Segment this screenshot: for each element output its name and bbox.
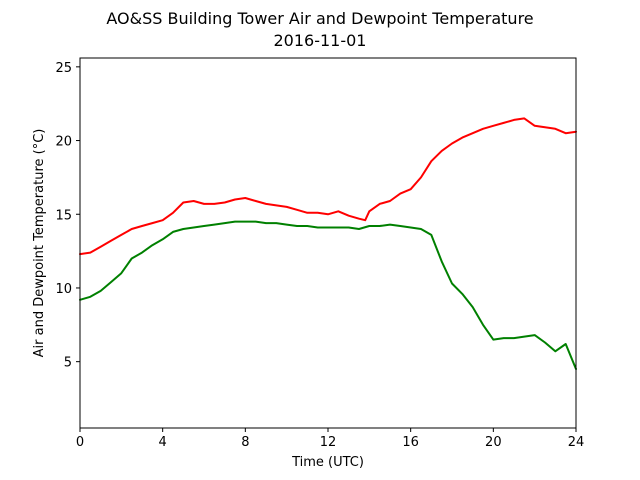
y-axis-label: Air and Dewpoint Temperature (°C) [32, 129, 47, 358]
air-temperature-line [79, 117, 577, 256]
x-tick-label: 12 [320, 435, 337, 450]
plot-frame [79, 57, 577, 429]
y-tick-label: 5 [64, 356, 72, 371]
x-axis-label: Time (UTC) [291, 455, 364, 470]
x-tick-label: 8 [241, 435, 249, 450]
chart-subtitle: 2016-11-01 [274, 31, 367, 50]
y-tick-label: 15 [55, 208, 72, 223]
x-tick-label: 20 [485, 435, 502, 450]
y-tick-label: 10 [55, 282, 72, 297]
dewpoint-temperature-line [79, 220, 577, 370]
x-tick-label: 16 [402, 435, 419, 450]
chart-title: AO&SS Building Tower Air and Dewpoint Te… [106, 9, 533, 28]
ticks-layer: 0 4 8 12 16 20 24 5 10 15 20 25 [55, 61, 584, 450]
x-tick-label: 0 [76, 435, 84, 450]
x-tick-label: 24 [568, 435, 585, 450]
series-layer [79, 117, 577, 370]
y-tick-label: 25 [55, 61, 72, 76]
y-tick-label: 20 [55, 135, 72, 150]
x-tick-label: 4 [159, 435, 167, 450]
